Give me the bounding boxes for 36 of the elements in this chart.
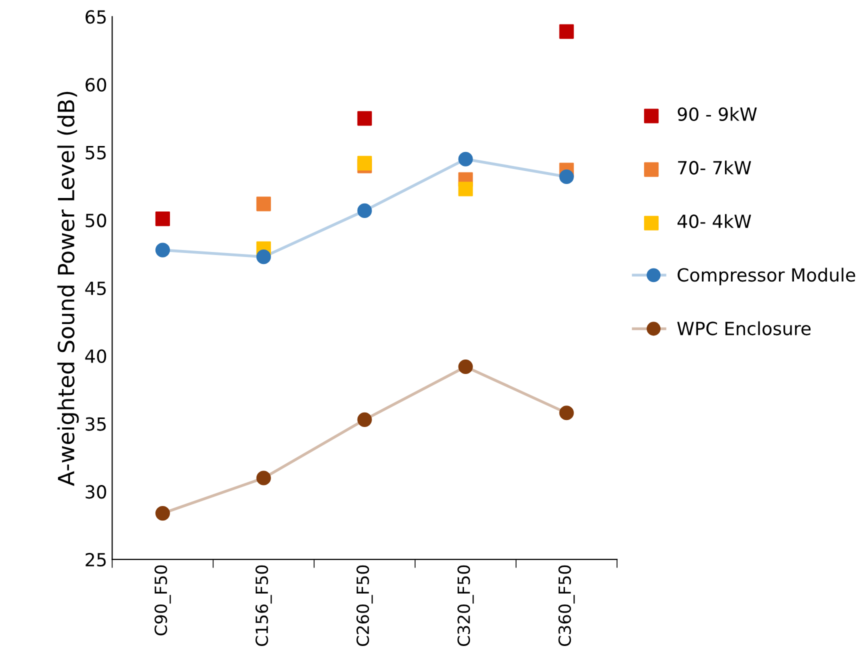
point [357,111,372,126]
point [458,359,473,374]
x-tick-label: C156_F50 [255,565,272,646]
y-axis-title: A-weighted Sound Power Level (dB) [57,92,79,486]
point [559,406,574,420]
point [155,242,170,258]
point [155,212,170,226]
legend-label: 90 - 9kW [678,107,757,121]
point [256,250,271,264]
point [357,156,372,170]
y-tick-label: 35 [86,417,106,431]
y-tick-label: 45 [85,282,106,296]
point [458,182,473,196]
x-tick-label: C320_F50 [457,565,474,646]
point [357,412,372,427]
y-tick-label: 50 [86,214,106,228]
point [559,169,574,184]
point [155,506,170,521]
y-tick-label: 30 [86,485,106,499]
legend-label: Compressor Module [678,268,856,286]
y-tick-label: 60 [86,78,106,92]
point [458,152,473,166]
point [559,24,574,39]
y-tick-label: 55 [86,146,106,160]
x-tick-label: C260_F50 [356,565,373,646]
x-tick-label: C360_F50 [558,565,575,646]
x-tick-label: C90_F50 [154,565,171,636]
point [256,196,271,212]
legend-label: 70- 7kW [678,160,752,175]
legend-label: 40- 4kW [678,214,752,228]
y-tick-label: 40 [85,349,106,364]
point [357,203,372,218]
legend-label: WPC Enclosure [677,321,811,336]
y-tick-label: 25 [86,552,106,567]
y-tick-label: 65 [86,10,106,24]
point [256,470,271,486]
